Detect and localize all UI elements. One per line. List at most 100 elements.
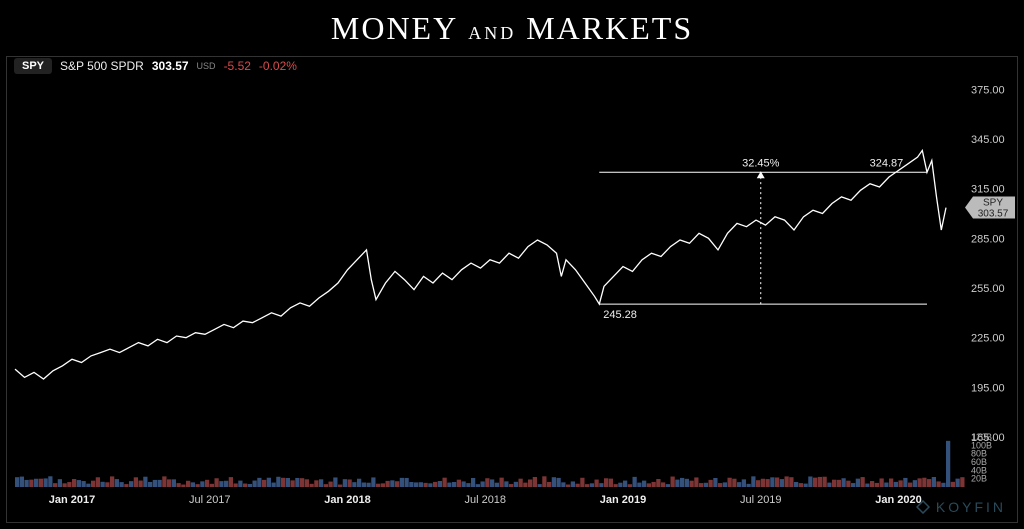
volume-bar: [614, 484, 618, 487]
volume-bar: [115, 479, 119, 487]
volume-bar: [34, 479, 38, 487]
volume-bar: [713, 478, 717, 487]
volume-bar: [386, 481, 390, 487]
volume-bar: [618, 483, 622, 487]
volume-bar: [77, 480, 81, 487]
volume-bar: [181, 485, 185, 487]
volume-bar: [656, 479, 660, 487]
volume-bar: [20, 477, 24, 487]
volume-bar: [903, 478, 907, 487]
volume-bar: [780, 479, 784, 487]
range-pct-label: 32.45%: [742, 157, 780, 169]
volume-bar: [633, 477, 637, 487]
volume-bar: [813, 478, 817, 487]
volume-bar: [680, 478, 684, 487]
y-tick-label: 255.00: [971, 283, 1005, 295]
volume-bar: [671, 477, 675, 487]
volume-bar: [533, 477, 537, 487]
volume-bar: [918, 478, 922, 487]
volume-bar: [595, 480, 599, 487]
source-label: KOYFIN: [936, 499, 1006, 515]
volume-bar: [352, 482, 356, 487]
volume-bar: [215, 478, 219, 487]
ticker-symbol-badge[interactable]: SPY: [14, 58, 52, 74]
volume-bar: [827, 483, 831, 487]
volume-bar: [832, 480, 836, 487]
volume-bar: [823, 477, 827, 487]
volume-bar: [485, 478, 489, 487]
vol-tick-label: 120B: [971, 432, 992, 442]
volume-bar: [82, 481, 86, 487]
volume-bar: [523, 483, 527, 487]
brand-logo: MONEY AND MARKETS: [331, 10, 693, 47]
volume-bar: [675, 480, 679, 487]
volume-bar: [362, 482, 366, 487]
volume-bar: [276, 477, 280, 487]
volume-bar: [248, 484, 252, 487]
range-low-label: 245.28: [603, 309, 637, 321]
volume-bar: [433, 482, 437, 487]
volume-bar: [880, 478, 884, 487]
volume-bar: [219, 481, 223, 487]
volume-bar: [913, 480, 917, 487]
volume-bar: [538, 484, 542, 487]
volume-bar: [191, 482, 195, 487]
volume-bar: [547, 482, 551, 487]
volume-bar: [756, 480, 760, 487]
volume-bar: [262, 480, 266, 487]
volume-bar: [557, 478, 561, 487]
y-tick-label: 225.00: [971, 333, 1005, 345]
volume-bar: [642, 481, 646, 487]
volume-bar: [205, 480, 209, 487]
volume-bar: [804, 484, 808, 487]
x-tick-label: Jan 2017: [49, 494, 95, 506]
volume-bar: [694, 477, 698, 487]
volume-bar: [395, 481, 399, 487]
volume-bar: [742, 479, 746, 487]
volume-bar: [101, 482, 105, 487]
volume-bar: [846, 481, 850, 487]
volume-bar: [766, 479, 770, 487]
volume-bar: [167, 479, 171, 487]
volume-bar: [466, 483, 470, 487]
volume-bar: [129, 481, 133, 487]
volume-bar: [580, 478, 584, 487]
volume-bar: [590, 483, 594, 487]
volume-bar: [196, 484, 200, 487]
price-tag-symbol: SPY: [983, 198, 1003, 209]
volume-bar: [390, 480, 394, 487]
volume-bar: [732, 479, 736, 487]
volume-bar: [652, 482, 656, 487]
chart-container[interactable]: 165.00195.00225.00255.00285.00315.00345.…: [6, 56, 1018, 523]
volume-bar: [15, 477, 19, 487]
y-tick-label: 345.00: [971, 134, 1005, 146]
volume-bar: [44, 478, 48, 487]
volume-bar: [585, 484, 589, 487]
volume-bar: [666, 484, 670, 487]
volume-bar: [894, 482, 898, 487]
volume-bar: [424, 483, 428, 487]
volume-bar: [462, 481, 466, 487]
ticker-name: S&P 500 SPDR: [60, 59, 144, 73]
brand-word-2: MARKETS: [526, 10, 693, 47]
x-tick-label: Jul 2018: [464, 494, 506, 506]
source-icon: [916, 500, 930, 514]
x-tick-label: Jan 2018: [324, 494, 370, 506]
volume-bar: [723, 482, 727, 487]
volume-bar: [932, 477, 936, 487]
volume-bar: [48, 476, 52, 487]
volume-bar: [884, 483, 888, 487]
volume-bar: [561, 482, 565, 487]
price-chart[interactable]: 165.00195.00225.00255.00285.00315.00345.…: [7, 57, 1017, 522]
volume-bar: [576, 484, 580, 487]
volume-bar: [224, 481, 228, 487]
volume-bar: [937, 481, 941, 487]
volume-bar: [238, 481, 242, 487]
volume-bar: [105, 482, 109, 487]
x-tick-label: Jul 2019: [740, 494, 782, 506]
volume-bar: [443, 478, 447, 487]
volume-bar: [747, 484, 751, 487]
volume-bar: [960, 477, 964, 487]
volume-bar: [922, 478, 926, 487]
volume-bar: [348, 479, 352, 487]
